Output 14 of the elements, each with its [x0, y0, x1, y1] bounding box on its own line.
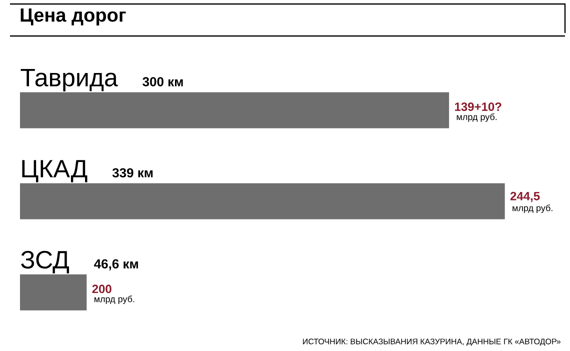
annotation: млрд руб. [456, 113, 497, 122]
y-tick-label: ЦКАД [22, 160, 88, 182]
annotation: млрд руб. [94, 296, 134, 304]
chart-title: Цена дорог [20, 8, 126, 26]
annotation: 139+10? [455, 102, 502, 111]
annotation: ИСТОЧНИК: ВЫСКАЗЫВАНИЯ КАЗУРИНА, ДАННЫЕ ГК «АВТОДОР» [303, 338, 560, 346]
annotation: млрд руб. [512, 204, 552, 213]
annotation: 244,5 [510, 192, 540, 202]
data-label: 339 км [112, 168, 153, 178]
annotation: 200 [92, 284, 112, 294]
data-label: 300 км [142, 77, 183, 86]
y-tick-label: Таврида [20, 68, 118, 92]
y-tick-label: ЗСД [21, 250, 69, 274]
data-label: 46,6 км [94, 259, 138, 270]
